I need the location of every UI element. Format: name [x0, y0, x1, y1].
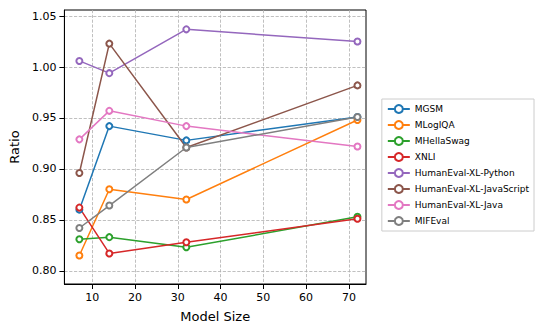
svg-text:MIFEval: MIFEval	[415, 216, 450, 226]
svg-text:HumanEval-XL-Java: HumanEval-XL-Java	[415, 200, 503, 210]
svg-text:Ratio: Ratio	[7, 130, 22, 163]
svg-text:50: 50	[256, 291, 270, 304]
svg-text:MGSM: MGSM	[415, 104, 443, 114]
svg-text:MLogIQA: MLogIQA	[415, 120, 456, 130]
svg-text:60: 60	[299, 291, 313, 304]
svg-text:1.00: 1.00	[32, 61, 57, 74]
svg-text:30: 30	[171, 291, 185, 304]
svg-text:1.05: 1.05	[32, 10, 57, 23]
svg-text:Model Size: Model Size	[180, 309, 250, 324]
svg-text:70: 70	[342, 291, 356, 304]
svg-text:0.90: 0.90	[32, 162, 57, 175]
svg-text:0.80: 0.80	[32, 264, 57, 277]
svg-text:XNLI: XNLI	[415, 152, 436, 162]
svg-text:MHellaSwag: MHellaSwag	[415, 136, 470, 146]
svg-text:0.85: 0.85	[32, 213, 57, 226]
svg-text:40: 40	[214, 291, 228, 304]
svg-text:HumanEval-XL-Python: HumanEval-XL-Python	[415, 168, 515, 178]
svg-text:0.95: 0.95	[32, 111, 57, 124]
svg-text:10: 10	[85, 291, 99, 304]
svg-text:20: 20	[128, 291, 142, 304]
svg-text:HumanEval-XL-JavaScript: HumanEval-XL-JavaScript	[415, 184, 530, 194]
